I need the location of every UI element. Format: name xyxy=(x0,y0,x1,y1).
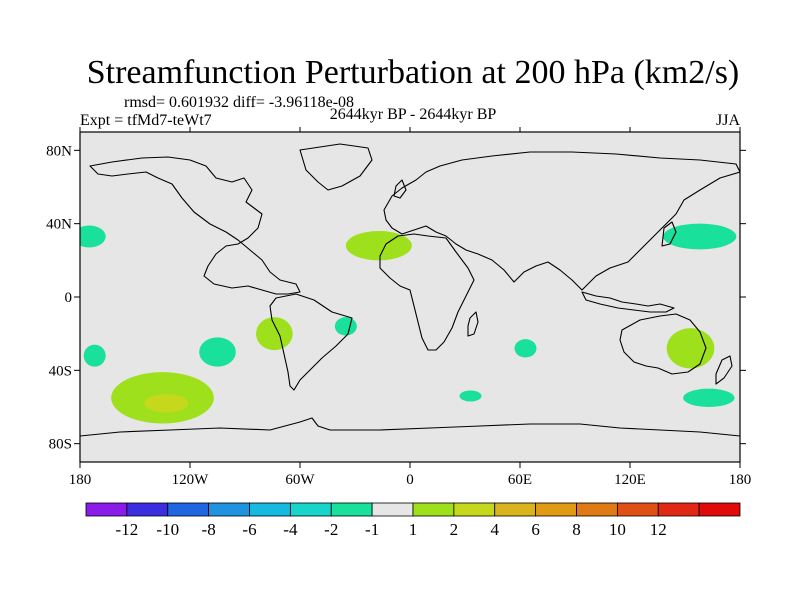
colorbar-label: -1 xyxy=(365,520,379,539)
colorbar-swatch-1 xyxy=(85,502,128,517)
coast-maritime xyxy=(581,291,675,313)
anomaly-region-9 xyxy=(334,317,357,336)
coast-british-isles xyxy=(393,179,407,199)
colorbar-label: -6 xyxy=(242,520,256,539)
coast-antarctica xyxy=(80,417,740,437)
anomaly-region-13 xyxy=(683,388,735,408)
anomaly-region-7 xyxy=(199,337,236,367)
x-tick-label: 60W xyxy=(285,472,315,488)
x-tick-label: 120W xyxy=(172,472,210,488)
colorbar-swatch-15 xyxy=(657,502,700,517)
colorbar-label: 2 xyxy=(450,520,459,539)
coast-eurasia xyxy=(383,151,740,291)
colorbar-label: -4 xyxy=(283,520,298,539)
chart-title: Streamfunction Perturbation at 200 hPa (… xyxy=(87,54,740,91)
colorbar-swatch-14 xyxy=(616,502,659,517)
colorbar-swatch-7 xyxy=(330,502,373,517)
anomaly-region-10 xyxy=(514,339,537,358)
colorbar-label: -12 xyxy=(116,520,139,539)
colorbar-swatch-5 xyxy=(249,502,291,517)
anomaly-region-8 xyxy=(256,317,293,351)
anomaly-region-1 xyxy=(80,225,106,248)
colorbar-label: 1 xyxy=(409,520,418,539)
y-tick-label: 40S xyxy=(49,363,72,379)
anomaly-region-6 xyxy=(83,344,106,367)
colorbar-swatch-13 xyxy=(576,502,618,517)
anomaly-region-12 xyxy=(459,390,482,402)
colorbar-swatch-12 xyxy=(535,502,577,517)
colorbar-swatch-9 xyxy=(412,502,455,517)
colorbar: -12 -10 -8 -6 -4 -2 -1 1 2 4 6 8 10 12 xyxy=(85,502,741,539)
coast-madagascar xyxy=(467,311,479,337)
period-label: 2644kyr BP - 2644kyr BP xyxy=(330,106,497,123)
coast-australia xyxy=(619,313,707,375)
colorbar-label: 8 xyxy=(572,520,581,539)
coastlines xyxy=(80,143,740,437)
colorbar-swatch-4 xyxy=(208,502,250,517)
colorbar-label: 10 xyxy=(609,520,626,539)
x-tick-label: 120E xyxy=(614,472,646,488)
x-tick-label: 180 xyxy=(69,472,92,488)
colorbar-swatch-2 xyxy=(126,502,169,517)
coast-new-zealand xyxy=(715,355,733,385)
x-tick-label: 0 xyxy=(406,472,414,488)
coast-north-america xyxy=(89,156,301,295)
axes: 180 120W 60W 0 60E 120E 180 80N 40N 0 40S 80S xyxy=(46,127,751,488)
colorbar-label: 12 xyxy=(650,520,667,539)
y-tick-label: 80S xyxy=(49,437,72,453)
season-label: JJA xyxy=(716,112,740,129)
y-tick-label: 40N xyxy=(46,217,72,233)
colorbar-label: 6 xyxy=(531,520,540,539)
colorbar-swatch-6 xyxy=(289,502,332,517)
x-tick-label: 180 xyxy=(729,472,752,488)
colorbar-swatch-11 xyxy=(494,502,537,517)
experiment-label: Expt = tfMd7-teWt7 xyxy=(80,112,212,129)
coast-japan xyxy=(661,221,677,247)
x-tick-label: 60E xyxy=(508,472,532,488)
anomaly-region-2 xyxy=(663,223,737,250)
colorbar-label: -2 xyxy=(324,520,338,539)
colorbar-label: -8 xyxy=(202,520,216,539)
anomaly-region-5 xyxy=(144,394,189,413)
y-tick-label: 80N xyxy=(46,143,72,159)
colorbar-label: 4 xyxy=(491,520,500,539)
stats-text: rmsd= 0.601932 diff= -3.96118e-08 xyxy=(124,94,354,111)
coast-greenland xyxy=(299,143,373,191)
anomaly-layer xyxy=(80,223,737,424)
coast-africa xyxy=(379,233,475,351)
colorbar-label: -10 xyxy=(156,520,179,539)
colorbar-swatch-10 xyxy=(453,502,496,517)
colorbar-swatch-3 xyxy=(167,502,210,517)
y-tick-label: 0 xyxy=(65,290,73,306)
anomaly-region-11 xyxy=(666,328,715,369)
coast-south-america xyxy=(269,293,353,391)
colorbar-swatch-8 xyxy=(371,502,414,517)
map-area xyxy=(80,132,740,462)
colorbar-swatch-16 xyxy=(698,502,741,517)
